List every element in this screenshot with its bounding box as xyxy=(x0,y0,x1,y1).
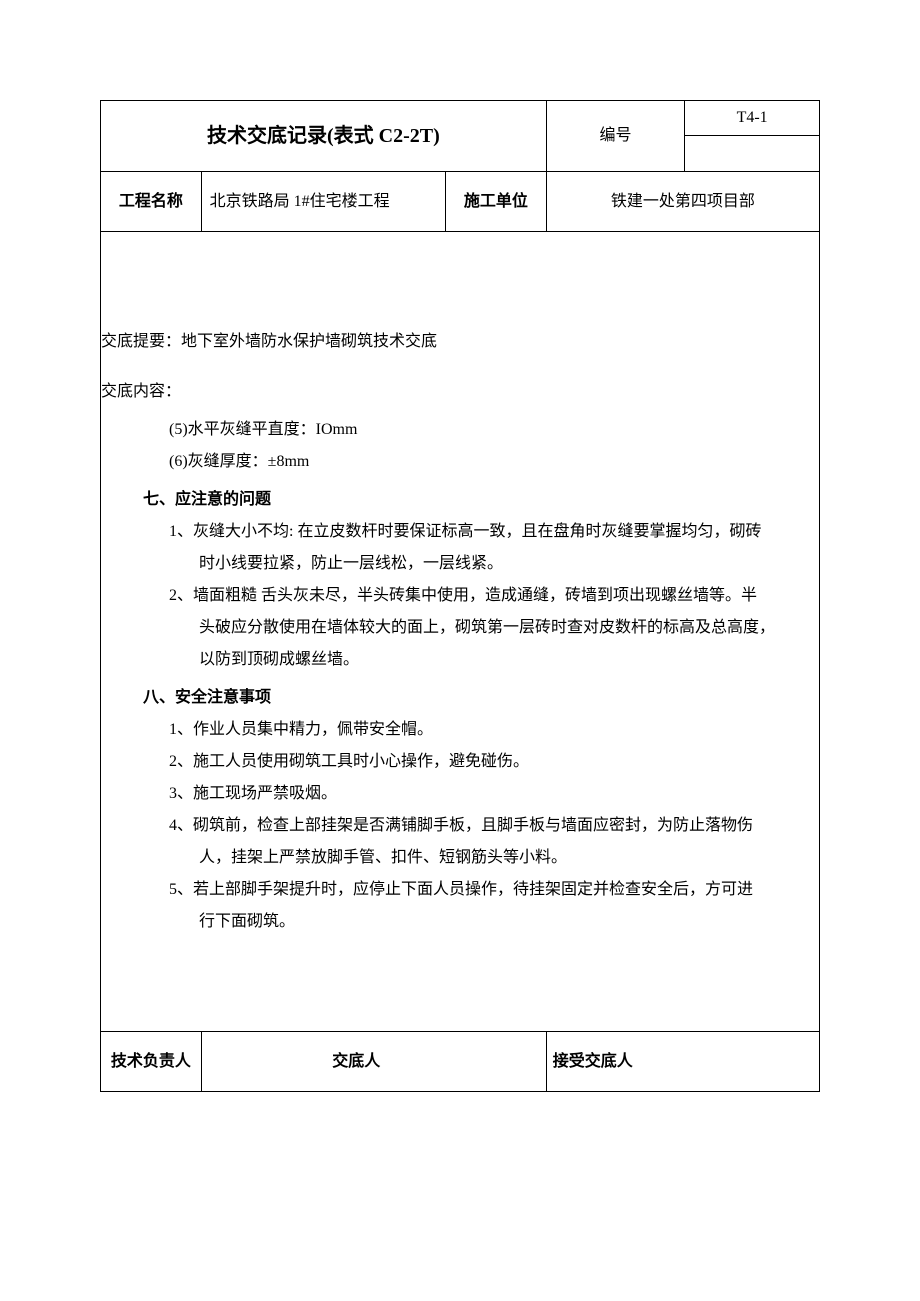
receiver-cell: 接受交底人 xyxy=(546,1032,819,1092)
section-7-title: 七、应注意的问题 xyxy=(143,484,819,516)
summary: 交底提要：地下室外墙防水保护墙砌筑技术交底 xyxy=(101,326,819,358)
info-row: 工程名称 北京铁路局 1#住宅楼工程 施工单位 铁建一处第四项目部 xyxy=(101,172,820,232)
s8-item-4: 4、砌筑前，检查上部挂架是否满铺脚手板，且脚手板与墙面应密封，为防止落物伤 xyxy=(169,810,819,842)
number-cell: T4-1 xyxy=(685,101,820,172)
unit-label: 施工单位 xyxy=(446,172,547,232)
s7-item-1: 1、灰缝大小不均: 在立皮数杆时要保证标高一致，且在盘角时灰缝要掌握均匀，砌砖 xyxy=(169,516,819,548)
project-name: 北京铁路局 1#住宅楼工程 xyxy=(201,172,445,232)
s8-item-5: 5、若上部脚手架提升时，应停止下面人员操作，待挂架固定并检查安全后，方可进 xyxy=(169,874,819,906)
s7-item-1-cont: 时小线要拉紧，防止一层线松，一层线紧。 xyxy=(199,548,819,580)
number-blank xyxy=(685,136,819,171)
header-row: 技术交底记录(表式 C2-2T) 编号 T4-1 xyxy=(101,101,820,172)
spec-5: (5)水平灰缝平直度：IOmm xyxy=(169,414,819,446)
s7-item-2: 2、墙面粗糙 舌头灰未尽，半头砖集中使用，造成通缝，砖墙到项出现螺丝墙等。半 xyxy=(169,580,819,612)
s7-item-2-cont1: 头破应分散使用在墙体较大的面上，砌筑第一层砖时查对皮数杆的标高及总高度， xyxy=(199,612,819,644)
project-label: 工程名称 xyxy=(101,172,202,232)
unit-name: 铁建一处第四项目部 xyxy=(546,172,819,232)
tech-lead-label: 技术负责人 xyxy=(101,1032,202,1092)
content-row: 交底提要：地下室外墙防水保护墙砌筑技术交底 交底内容： (5)水平灰缝平直度：I… xyxy=(101,232,820,1032)
content-cell: 交底提要：地下室外墙防水保护墙砌筑技术交底 交底内容： (5)水平灰缝平直度：I… xyxy=(101,232,820,1032)
content-label: 交底内容： xyxy=(101,376,819,408)
form-table: 技术交底记录(表式 C2-2T) 编号 T4-1 工程名称 北京铁路局 1#住宅… xyxy=(100,100,820,1092)
section-8-title: 八、安全注意事项 xyxy=(143,682,819,714)
form-title: 技术交底记录(表式 C2-2T) xyxy=(101,101,547,172)
number-label: 编号 xyxy=(546,101,685,172)
content-inner: 交底提要：地下室外墙防水保护墙砌筑技术交底 交底内容： (5)水平灰缝平直度：I… xyxy=(101,326,819,938)
s8-item-4-cont: 人，挂架上严禁放脚手管、扣件、短钢筋头等小料。 xyxy=(199,842,819,874)
s7-item-2-cont2: 以防到顶砌成螺丝墙。 xyxy=(199,644,819,676)
number-value: T4-1 xyxy=(685,101,819,136)
discloser-cell: 交底人 xyxy=(201,1032,546,1092)
project-name-text: 北京铁路局 1#住宅楼工程 xyxy=(210,193,390,210)
s8-item-2: 2、施工人员使用砌筑工具时小心操作，避免碰伤。 xyxy=(169,746,819,778)
discloser-label: 交底人 xyxy=(208,1049,380,1075)
s8-item-5-cont: 行下面砌筑。 xyxy=(199,906,819,938)
spec-6: (6)灰缝厚度：±8mm xyxy=(169,446,819,478)
s8-item-1: 1、作业人员集中精力，佩带安全帽。 xyxy=(169,714,819,746)
receiver-label: 接受交底人 xyxy=(553,1053,633,1070)
footer-row: 技术负责人 交底人 接受交底人 xyxy=(101,1032,820,1092)
s8-item-3: 3、施工现场严禁吸烟。 xyxy=(169,778,819,810)
